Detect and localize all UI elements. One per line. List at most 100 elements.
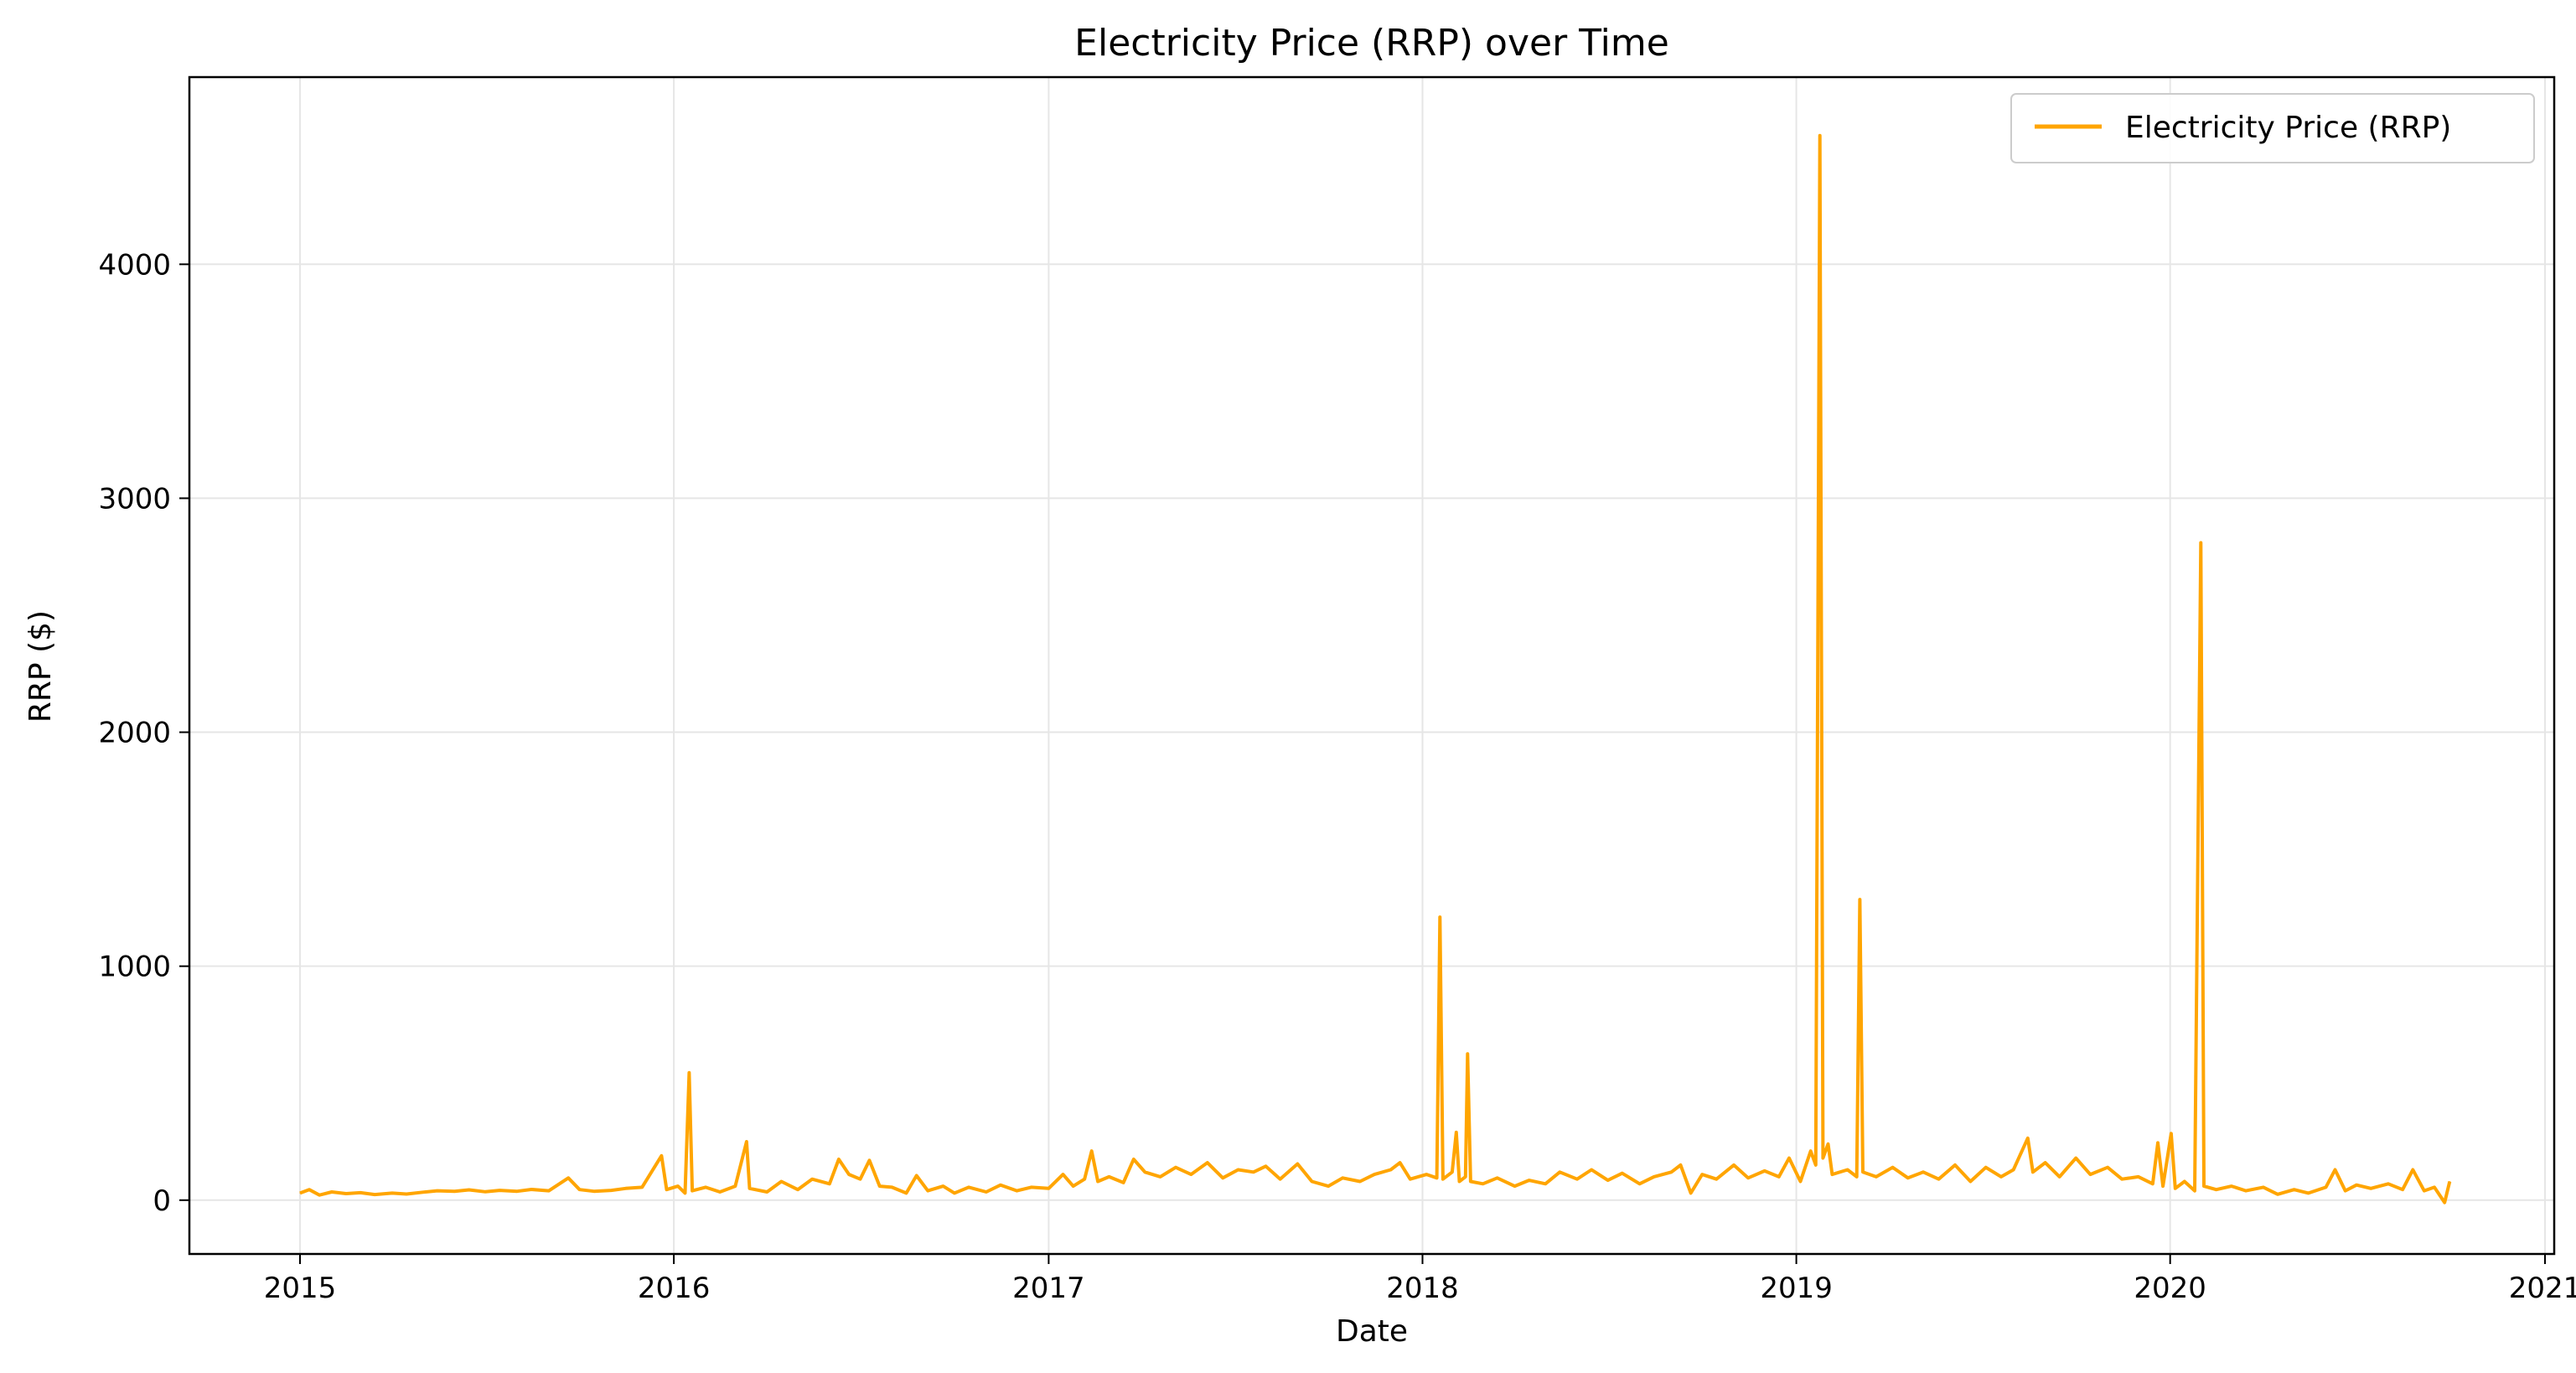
data-point <box>1800 1181 1801 1182</box>
data-point <box>1819 135 1821 137</box>
data-point <box>1175 1167 1177 1168</box>
data-point <box>1862 1171 1864 1173</box>
data-point <box>838 1158 840 1160</box>
data-point <box>1607 1179 1609 1181</box>
data-point <box>797 1189 799 1190</box>
data-point <box>2170 1132 2172 1134</box>
data-point <box>1265 1165 1266 1167</box>
plot-frame <box>188 75 2556 1256</box>
data-point <box>1296 1163 1298 1164</box>
data-point <box>1123 1182 1125 1184</box>
data-point <box>2194 1190 2196 1192</box>
data-point <box>954 1192 955 1194</box>
data-point <box>719 1191 721 1193</box>
data-point <box>1390 1169 1392 1170</box>
data-point <box>1856 1176 1858 1178</box>
data-point <box>1514 1185 1515 1187</box>
data-point <box>2449 1181 2450 1182</box>
data-point <box>516 1190 518 1192</box>
data-point <box>318 1194 320 1196</box>
data-point <box>985 1191 987 1193</box>
data-point <box>2027 1137 2029 1139</box>
data-point <box>593 1190 595 1192</box>
y-tick-label: 2000 <box>98 717 171 750</box>
legend-box <box>2010 93 2535 163</box>
data-point <box>2245 1190 2247 1192</box>
data-point <box>567 1177 569 1179</box>
data-point <box>1680 1164 1681 1166</box>
data-point <box>499 1189 500 1191</box>
data-point <box>1907 1177 1909 1179</box>
data-point <box>625 1188 627 1189</box>
data-point <box>1109 1176 1110 1178</box>
data-point <box>1031 1186 1032 1188</box>
data-point <box>879 1185 881 1187</box>
data-point <box>869 1159 870 1161</box>
data-point <box>1969 1181 1971 1182</box>
data-point <box>1190 1174 1192 1175</box>
y-tick-label: 0 <box>153 1184 171 1218</box>
data-point <box>1954 1164 1956 1166</box>
x-tick-label: 2015 <box>264 1272 337 1305</box>
data-point <box>734 1185 736 1187</box>
data-point <box>1016 1190 1017 1192</box>
data-point <box>1436 1177 1438 1179</box>
data-point <box>691 1190 693 1192</box>
data-point <box>1810 1150 1812 1152</box>
data-point <box>611 1189 612 1191</box>
data-point <box>1591 1169 1592 1170</box>
data-point <box>2444 1202 2445 1204</box>
data-point <box>1831 1174 1833 1175</box>
series-line <box>299 133 2452 1205</box>
data-point <box>1747 1177 1749 1179</box>
data-point <box>749 1188 750 1189</box>
data-point <box>2138 1176 2139 1178</box>
data-point <box>2089 1174 2091 1175</box>
data-point <box>1847 1169 1849 1170</box>
x-tick-label: 2017 <box>1012 1272 1085 1305</box>
legend-label: Electricity Price (RRP) <box>2125 111 2451 145</box>
data-point <box>1985 1167 1987 1168</box>
x-tick-label: 2021 <box>2509 1272 2576 1305</box>
data-point <box>2308 1192 2310 1194</box>
data-point <box>688 1072 690 1074</box>
data-point <box>1892 1167 1893 1168</box>
data-point <box>391 1192 393 1194</box>
data-point <box>1253 1171 1254 1173</box>
data-point <box>299 1192 301 1194</box>
data-point <box>1451 1171 1453 1173</box>
data-point <box>1373 1174 1375 1175</box>
data-point <box>1671 1171 1672 1173</box>
data-point <box>1733 1164 1735 1166</box>
data-point <box>1922 1171 1924 1173</box>
grid-lines <box>189 77 2554 1254</box>
data-point <box>1342 1177 1343 1179</box>
data-point <box>2370 1188 2372 1189</box>
x-tick-label: 2020 <box>2134 1272 2206 1305</box>
data-point <box>2013 1169 2015 1170</box>
series-layer <box>299 133 2452 1205</box>
data-point <box>1653 1176 1655 1178</box>
data-point <box>2203 1185 2205 1187</box>
data-point <box>1439 916 1441 918</box>
data-point <box>360 1192 361 1194</box>
data-point <box>2059 1176 2061 1178</box>
x-tick-label: 2016 <box>638 1272 711 1305</box>
data-point <box>308 1189 310 1190</box>
data-point <box>2325 1186 2326 1188</box>
data-point <box>666 1189 667 1190</box>
chart-title: Electricity Price (RRP) over Time <box>1074 22 1669 65</box>
data-point <box>916 1175 918 1176</box>
data-point <box>1238 1169 1239 1170</box>
data-point <box>2356 1184 2357 1186</box>
y-tick-label: 4000 <box>98 248 171 282</box>
data-point <box>1160 1176 1161 1178</box>
data-point <box>1133 1158 1135 1160</box>
data-point <box>1465 1176 1466 1178</box>
data-point <box>2434 1186 2435 1188</box>
data-point <box>1701 1174 1703 1175</box>
data-point <box>906 1192 907 1194</box>
